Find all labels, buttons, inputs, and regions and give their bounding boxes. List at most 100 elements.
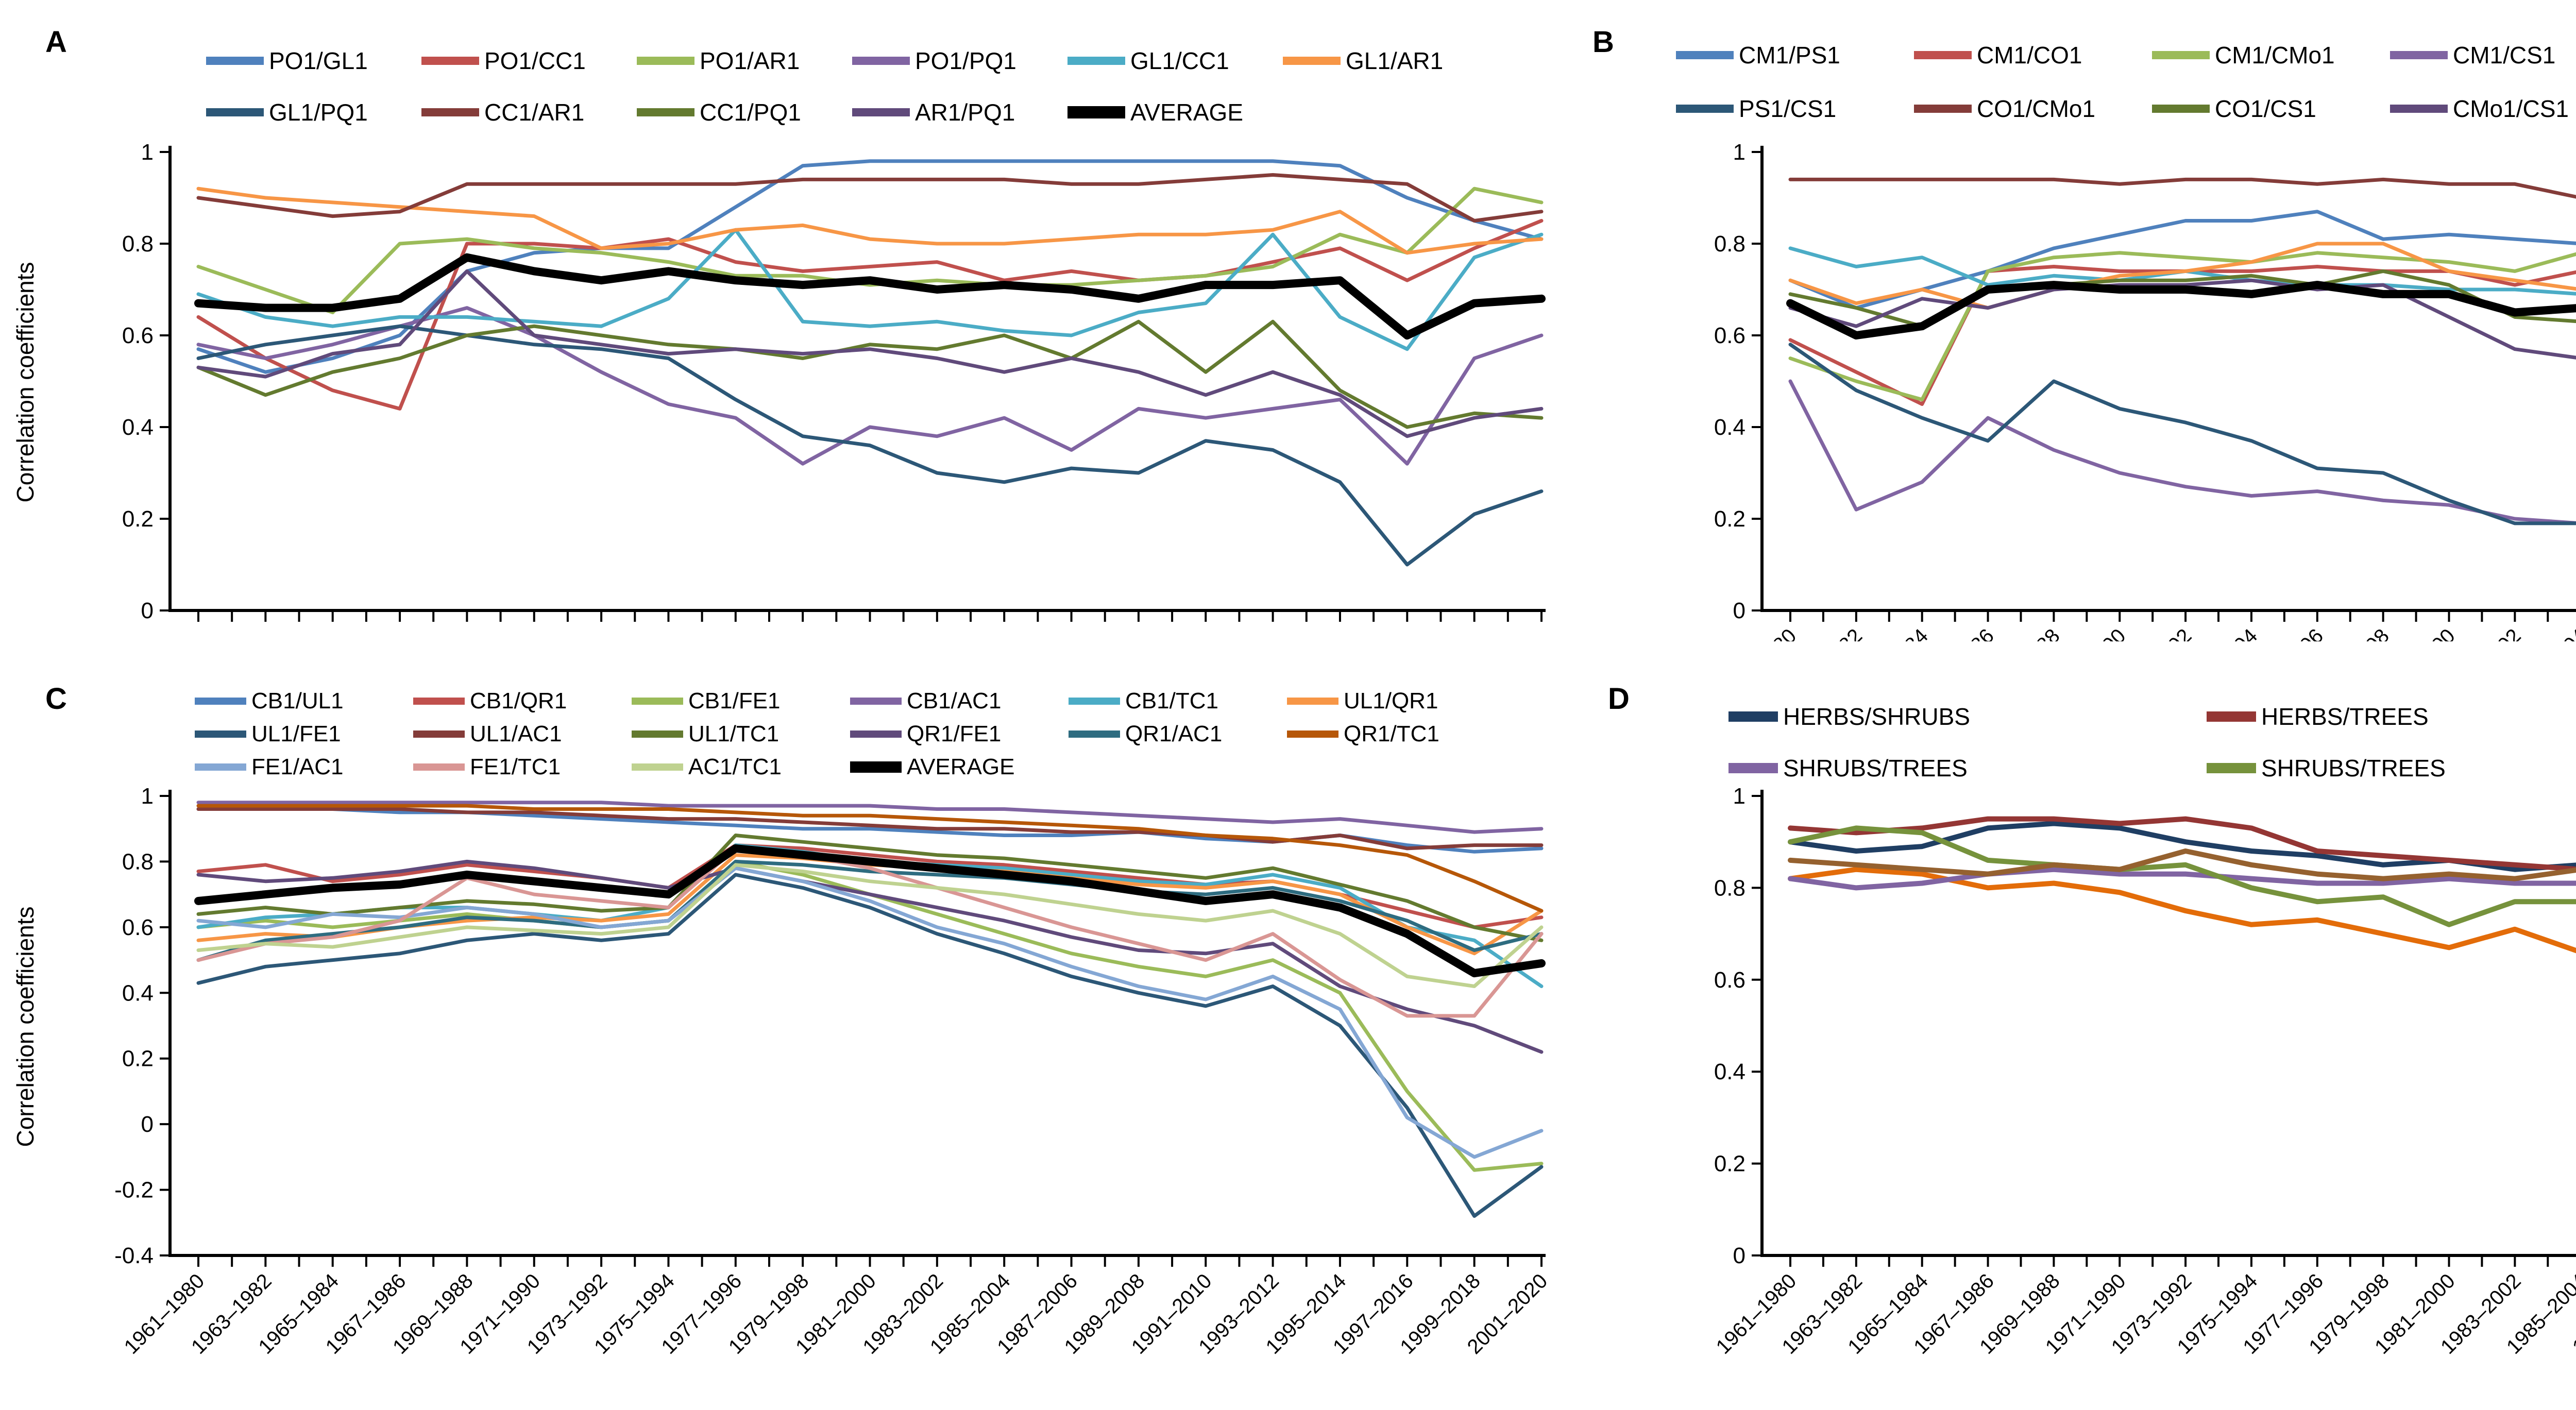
legend-item[interactable]: UL1/AC1 — [413, 718, 632, 751]
legend-item[interactable]: GL1/AR1 — [1283, 35, 1498, 87]
legend-item[interactable]: UL1/QR1 — [1287, 685, 1505, 718]
legend-line-swatch — [413, 763, 465, 771]
legend-label: AC1/TC1 — [688, 754, 782, 779]
y-tick-label: 0.2 — [1714, 506, 1745, 532]
legend-item[interactable]: CB1/FE1 — [632, 685, 850, 718]
legend-label: FE1/TC1 — [470, 754, 561, 779]
legend-label: HERBS/TREES — [2261, 703, 2429, 730]
legend-item[interactable]: PO1/AR1 — [637, 35, 852, 87]
legend-item[interactable]: HERBS/SHRUBS — [1728, 691, 2207, 742]
legend: CB1/UL1 CB1/QR1 CB1/FE1 CB1/AC1 CB1/TC1 UL1/Q… — [195, 685, 1514, 784]
legend-item[interactable]: AR1/PQ1 — [852, 87, 1067, 138]
legend-line-swatch — [421, 108, 479, 116]
legend-item[interactable]: PS1/CS1 — [1676, 82, 1914, 135]
legend-item[interactable]: UL1/TC1 — [632, 718, 850, 751]
legend-item[interactable]: AVERAGE — [1067, 87, 1283, 138]
y-tick-label: -0.4 — [114, 1243, 154, 1268]
y-tick-label: 0 — [141, 598, 154, 623]
series-fe1-tc1 — [196, 846, 1544, 1018]
series-qr1-tc1 — [196, 804, 1544, 913]
series-fe1-ac1 — [196, 866, 1544, 1159]
y-tick-label: 0.4 — [122, 980, 154, 1006]
legend-label: PO1/AR1 — [700, 47, 800, 74]
y-tick-label: 1 — [1733, 140, 1745, 165]
legend: CM1/PS1CM1/CO1CM1/CMo1CM1/CS1PS1/CO1PS1/… — [1676, 28, 2576, 135]
series-ar1-pq1 — [196, 269, 1544, 438]
legend-line-swatch — [2390, 51, 2448, 59]
legend-item[interactable]: CM1/CO1 — [1914, 28, 2152, 82]
legend-label: GL1/PQ1 — [269, 99, 368, 126]
panel-letter: D — [1608, 682, 1630, 716]
legend-item[interactable]: CMo1/CS1 — [2390, 82, 2576, 135]
legend-item[interactable]: AC1/TC1 — [632, 751, 850, 784]
y-axis-title: Correlation coefficients — [12, 262, 39, 503]
legend-item[interactable]: FE1/TC1 — [413, 751, 632, 784]
legend-line-swatch — [852, 108, 910, 116]
legend-item[interactable]: QR1/AC1 — [1069, 718, 1287, 751]
series-gl1-cc1 — [196, 228, 1544, 351]
legend-item[interactable]: CB1/UL1 — [195, 685, 413, 718]
legend-line-swatch — [1069, 731, 1120, 738]
legend-item[interactable]: CB1/AC1 — [850, 685, 1069, 718]
legend-label: UL1/FE1 — [251, 721, 341, 746]
y-tick-label: 0.6 — [1714, 323, 1745, 348]
series-po1-cc1 — [196, 219, 1544, 411]
legend-item[interactable]: CB1/TC1 — [1069, 685, 1287, 718]
legend-item[interactable]: CO1/CS1 — [2152, 82, 2390, 135]
y-tick-label: 1 — [1733, 784, 1745, 809]
legend-line-swatch — [632, 763, 683, 771]
legend-line-swatch — [1676, 51, 1734, 59]
legend-item[interactable]: CO1/CMo1 — [1914, 82, 2152, 135]
legend-item[interactable]: PO1/PQ1 — [852, 35, 1067, 87]
legend-item[interactable]: CM1/CS1 — [2390, 28, 2576, 82]
axes: 1 0.8 0.6 0.4 0.2 0 — [122, 140, 1546, 623]
legend-item[interactable]: SHRUBS/TREES — [1728, 742, 2207, 794]
series-po1-gl1 — [196, 159, 1544, 374]
legend-item[interactable]: PO1/GL1 — [206, 35, 421, 87]
legend-label: CO1/CMo1 — [1977, 95, 2096, 122]
legend-item[interactable]: CC1/PQ1 — [637, 87, 852, 138]
legend-item[interactable]: CC1/AR1 — [421, 87, 637, 138]
y-tick-label: 0.4 — [1714, 1059, 1745, 1084]
legend-label: CB1/TC1 — [1125, 688, 1218, 714]
legend-item[interactable]: CM1/PS1 — [1676, 28, 1914, 82]
legend-line-swatch — [637, 57, 694, 65]
legend-label: FE1/AC1 — [251, 754, 344, 779]
legend-item[interactable]: AVERAGE — [850, 751, 1069, 784]
legend-line-swatch — [637, 108, 694, 116]
legend-item[interactable]: HERBS/TREES — [2207, 691, 2576, 742]
legend-line-swatch — [413, 698, 465, 705]
series-herbs-birds — [1788, 867, 2576, 954]
legend-item[interactable]: GL1/PQ1 — [206, 87, 421, 138]
legend-line-swatch — [1914, 51, 1972, 59]
legend-label: CC1/AR1 — [484, 99, 585, 126]
y-tick-label: 1 — [141, 140, 154, 165]
series-po1-ar1 — [196, 186, 1544, 314]
legend-label: CM1/CO1 — [1977, 42, 2082, 69]
panel-d: D HERBS/SHRUBSHERBS/TREESHERBS/BIRDSSHRU… — [1558, 641, 2576, 1410]
series-shrubs-trees — [1788, 825, 2576, 927]
legend-label: PO1/CC1 — [484, 47, 586, 74]
legend-item[interactable]: UL1/FE1 — [195, 718, 413, 751]
line-chart: 1 0.8 0.6 0.4 0.2 01961–19801963–19821965–198… — [1712, 140, 2576, 641]
legend-item[interactable]: QR1/TC1 — [1287, 718, 1505, 751]
y-tick-label: 1 — [141, 784, 154, 809]
series-cc1-pq1 — [196, 319, 1544, 429]
legend-label: CC1/PQ1 — [700, 99, 801, 126]
legend-item[interactable]: GL1/CC1 — [1067, 35, 1283, 87]
legend-item[interactable]: SHRUBS/TREES — [2207, 742, 2576, 794]
axes: 1 0.8 0.6 0.4 0.2 0 — [1714, 140, 2576, 623]
legend-item[interactable]: CB1/QR1 — [413, 685, 632, 718]
series-ps1-cs1 — [1788, 343, 2576, 525]
legend-label: AVERAGE — [907, 754, 1015, 779]
legend-label: SHRUBS/TREES — [2261, 755, 2446, 782]
series-lines — [1788, 816, 2576, 954]
series-average — [1786, 281, 2576, 339]
legend-item[interactable]: QR1/FE1 — [850, 718, 1069, 751]
legend-item[interactable]: FE1/AC1 — [195, 751, 413, 784]
legend-line-swatch — [413, 731, 465, 738]
legend-item[interactable]: PO1/CC1 — [421, 35, 637, 87]
legend-item[interactable]: CM1/CMo1 — [2152, 28, 2390, 82]
series-shrubs-trees — [1788, 867, 2576, 891]
legend-line-swatch — [421, 57, 479, 65]
